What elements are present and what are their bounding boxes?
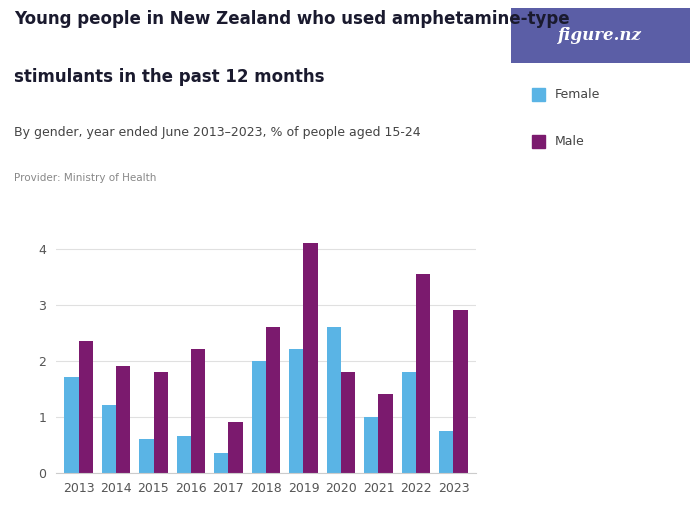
Text: Young people in New Zealand who used amphetamine-type: Young people in New Zealand who used amp… bbox=[14, 10, 570, 28]
Bar bbox=[176, 436, 191, 472]
Bar bbox=[139, 439, 153, 472]
Text: Provider: Ministry of Health: Provider: Ministry of Health bbox=[14, 173, 156, 183]
Bar bbox=[289, 349, 304, 472]
Bar bbox=[304, 243, 318, 472]
Bar bbox=[454, 310, 468, 472]
Bar bbox=[416, 274, 430, 472]
Text: Female: Female bbox=[555, 88, 601, 101]
Text: By gender, year ended June 2013–2023, % of people aged 15-24: By gender, year ended June 2013–2023, % … bbox=[14, 126, 421, 139]
Bar bbox=[102, 405, 116, 472]
Bar bbox=[116, 366, 130, 472]
Bar bbox=[78, 341, 92, 472]
Text: Male: Male bbox=[555, 135, 585, 148]
Text: stimulants in the past 12 months: stimulants in the past 12 months bbox=[14, 68, 325, 86]
Bar bbox=[214, 453, 228, 472]
Bar bbox=[266, 327, 280, 472]
Bar bbox=[364, 416, 379, 473]
Bar bbox=[341, 372, 355, 472]
Bar bbox=[327, 327, 341, 472]
Bar bbox=[379, 394, 393, 472]
Bar bbox=[64, 377, 78, 472]
Bar bbox=[191, 349, 205, 472]
Bar bbox=[402, 372, 416, 472]
Bar bbox=[153, 372, 168, 472]
Bar bbox=[252, 361, 266, 472]
Text: figure.nz: figure.nz bbox=[559, 27, 643, 44]
Bar bbox=[228, 422, 243, 472]
Bar bbox=[440, 430, 454, 473]
